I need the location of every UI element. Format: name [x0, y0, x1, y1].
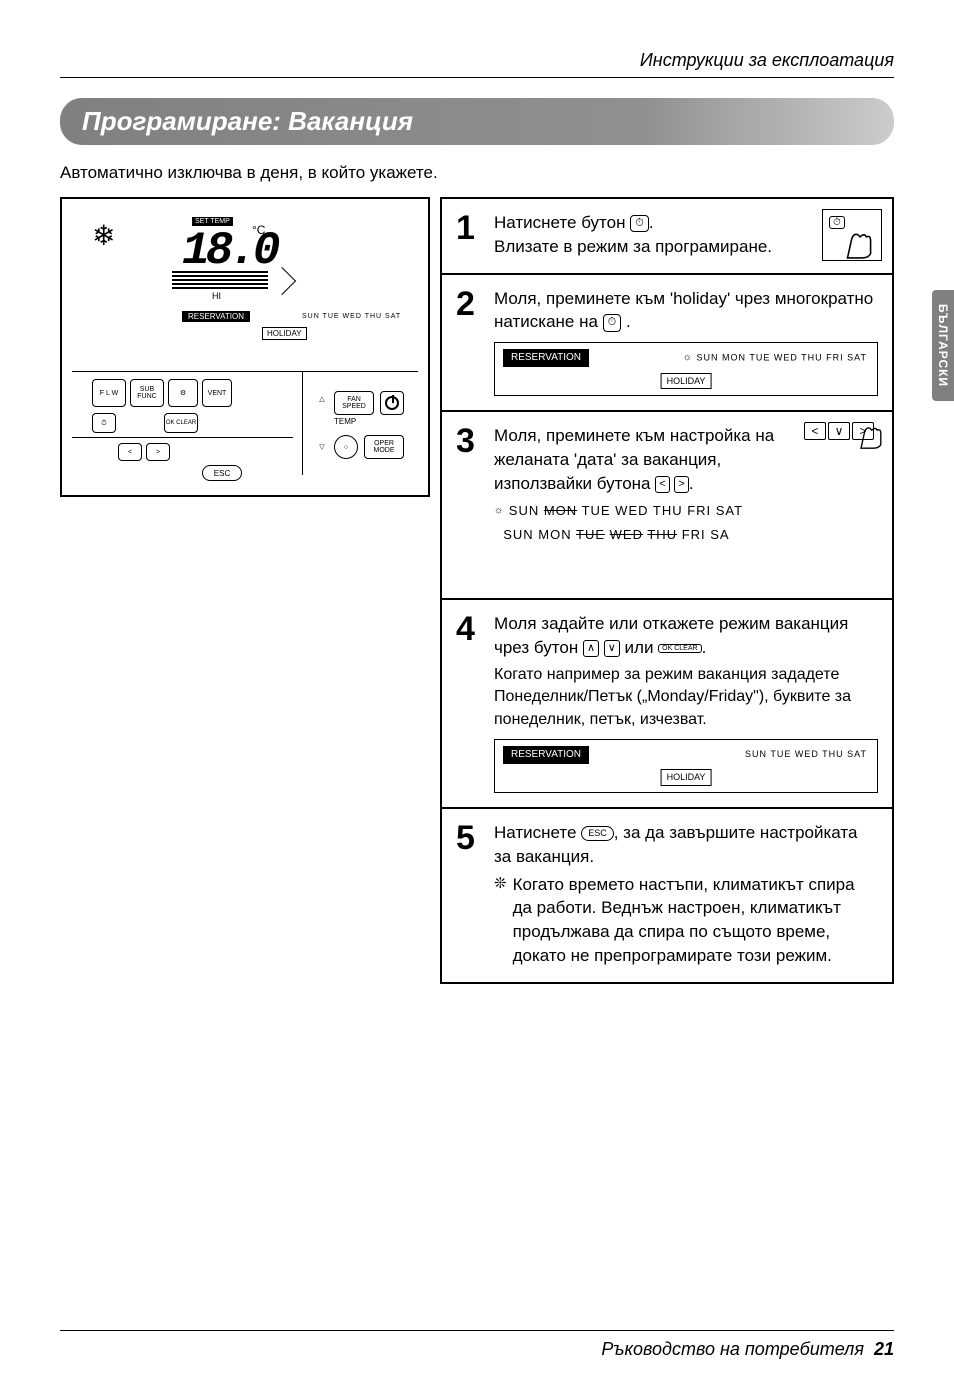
hand-press-illustration: ⏱ — [822, 209, 882, 261]
btn-left: < — [118, 443, 142, 461]
temperature-unit: °C — [252, 223, 265, 237]
intro-text: Автоматично изключва в деня, в който ука… — [60, 163, 894, 183]
okclear-key-icon: OK CLEAR — [658, 644, 701, 653]
esc-key-icon: ESC — [581, 826, 614, 841]
page-header: Инструкции за експлоатация — [60, 50, 894, 78]
temp-label: TEMP — [334, 417, 356, 426]
reservation-label: RESERVATION — [182, 311, 250, 322]
snowflake-icon: ❄ — [92, 219, 115, 252]
days-line-1: ☼ SUN MON TUE WED THU FRI SAT — [494, 502, 788, 520]
step-number: 2 — [456, 287, 484, 397]
reservation-tag: RESERVATION — [503, 349, 589, 367]
step-text: . — [689, 474, 694, 493]
temp-down-icon: ▽ — [312, 437, 332, 457]
timer-icon: ⏱ — [603, 314, 622, 331]
temp-up-icon: △ — [312, 389, 332, 409]
btn-vent: VENT — [202, 379, 232, 407]
left-key-icon: < — [804, 422, 826, 440]
star-icon: ❊ — [494, 873, 507, 968]
step-number: 5 — [456, 821, 484, 968]
days-line-2: SUN MON TUE WED THU FRI SA — [494, 526, 788, 544]
left-key-icon: < — [655, 476, 669, 493]
btn-power — [380, 391, 404, 415]
bar-indicator — [172, 271, 268, 289]
btn-right: > — [146, 443, 170, 461]
step-5: 5 Натиснете ESC, за да завършите настрой… — [440, 807, 894, 984]
step-text: Натиснете — [494, 823, 581, 842]
remote-illustration: ❄ SET TEMP 18.0 °C HI RESERVATION SUN TU… — [60, 197, 430, 497]
lcd-strip: RESERVATION ☼ SUN MON TUE WED THU FRI SA… — [494, 342, 878, 396]
up-key-icon: ∧ — [583, 640, 599, 657]
step-note: Когато времето настъпи, климатикът спира… — [513, 873, 878, 968]
step-1: 1 Натиснете бутон ⏱. Влизате в режим за … — [440, 197, 894, 275]
lcd-strip: RESERVATION SUN TUE WED THU SAT HOLIDAY — [494, 739, 878, 793]
section-title: Програмиране: Ваканция — [60, 98, 894, 145]
page-footer: Ръководство на потребителя 21 — [60, 1330, 894, 1360]
step-text: . — [649, 213, 654, 232]
days-row: SUN TUE WED THU SAT — [745, 748, 867, 761]
hand-icon — [852, 414, 888, 450]
step-4: 4 Моля задайте или откажете режим ваканц… — [440, 598, 894, 809]
btn-okclear: OK CLEAR — [164, 413, 198, 433]
step-text: . — [621, 312, 630, 331]
hi-label: HI — [212, 291, 221, 301]
reservation-tag: RESERVATION — [503, 746, 589, 764]
hand-icon — [837, 218, 879, 260]
btn-flw: F L W — [92, 379, 126, 407]
step-3: 3 Моля, преминете към настройка на желан… — [440, 410, 894, 600]
step-number: 1 — [456, 211, 484, 259]
down-key-icon: ∨ — [604, 640, 620, 657]
holiday-tag: HOLIDAY — [661, 373, 712, 390]
arrow-buttons-illustration: ∧ < > ∨ — [800, 422, 880, 492]
step-text: или — [625, 638, 659, 657]
step-text: Натиснете бутон — [494, 213, 630, 232]
days-mini: SUN TUE WED THU SAT — [302, 313, 401, 320]
step-text: Моля, преминете към 'holiday' чрез много… — [494, 289, 873, 332]
btn-opermode: OPER MODE — [364, 435, 404, 459]
step-number: 4 — [456, 612, 484, 793]
step-text: Когато например за режим ваканция зададе… — [494, 664, 878, 731]
step-number: 3 — [456, 424, 484, 584]
holiday-tag: HOLIDAY — [661, 769, 712, 786]
step-text: Моля, преминете към настройка на желанат… — [494, 426, 774, 493]
btn-circle: ○ — [334, 435, 358, 459]
holiday-label: HOLIDAY — [262, 327, 307, 340]
language-tab: БЪЛГАРСКИ — [932, 290, 954, 401]
days-row: ☼ SUN MON TUE WED THU FRI SAT — [683, 351, 867, 365]
btn-gear: ⚙ — [168, 379, 198, 407]
down-key-icon: ∨ — [828, 422, 850, 440]
right-key-icon: > — [674, 476, 688, 493]
step-text: Влизате в режим за програмиране. — [494, 237, 772, 256]
step-text: . — [702, 638, 707, 657]
btn-subfunc: SUB FUNC — [130, 379, 164, 407]
page-number: 21 — [874, 1339, 894, 1359]
footer-text: Ръководство на потребителя — [601, 1339, 864, 1359]
step-2: 2 Моля, преминете към 'holiday' чрез мно… — [440, 273, 894, 413]
btn-timer: ⏱ — [92, 413, 116, 433]
btn-esc: ESC — [202, 465, 242, 481]
btn-fanspeed: FAN SPEED — [334, 391, 374, 415]
timer-icon: ⏱ — [630, 215, 649, 232]
